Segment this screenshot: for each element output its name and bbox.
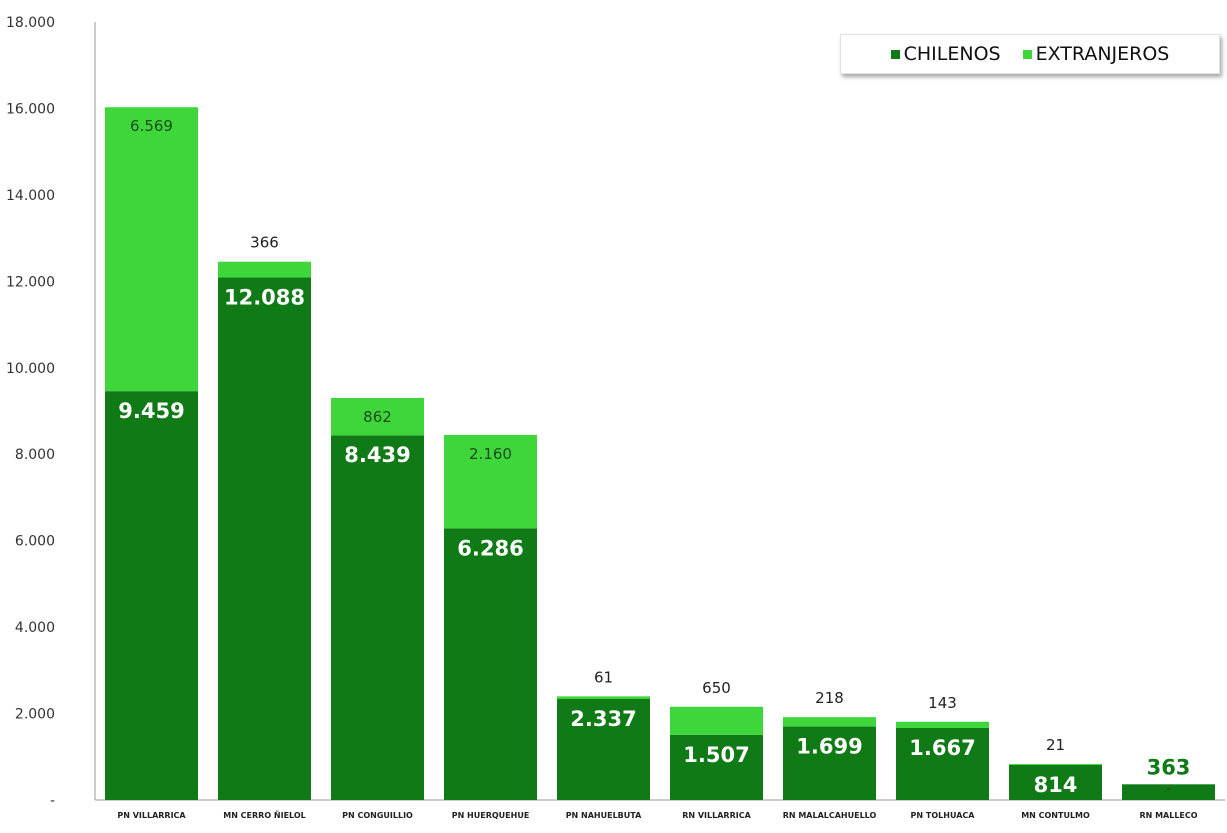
data-label-chilenos: 363 [1147,755,1191,779]
bar-extranjeros [557,696,650,699]
data-label-extranjeros: 61 [594,668,613,686]
bar-chilenos [783,726,876,800]
data-label-extranjeros: 143 [928,694,957,712]
x-tick-label: PN CONGUILLIO [342,811,413,820]
data-label-chilenos: 9.459 [118,399,184,423]
bar-chilenos [218,277,311,800]
bar-extranjeros [105,107,198,392]
data-label-chilenos: 12.088 [224,286,305,310]
y-tick-label: 10.000 [6,361,55,377]
y-tick-label: 14.000 [6,188,55,204]
y-tick-label: 6.000 [15,534,55,550]
data-label-chilenos: 1.699 [796,735,862,759]
y-tick-label: 2.000 [15,707,55,723]
data-label-extranjeros: 6.569 [130,117,173,135]
bar-chilenos [896,727,989,800]
bar-chilenos [444,528,537,800]
data-label-extranjeros: 218 [815,689,844,707]
y-tick-label: 18.000 [6,15,55,31]
bar-extranjeros [783,717,876,727]
bar-chilenos [557,698,650,800]
bar-extranjeros [896,721,989,728]
x-tick-label: RN MALALCAHUELLO [783,811,877,820]
bar-extranjeros [1009,763,1102,765]
x-tick-label: PN HUERQUEHUE [452,811,530,820]
y-tick-label: 4.000 [15,620,55,636]
data-label-extranjeros: 366 [250,234,279,252]
bar-chilenos [670,734,763,800]
x-tick-label: PN VILLARRICA [117,811,186,820]
bar-chilenos [331,435,424,800]
y-tick-label: 16.000 [6,101,55,117]
chart-legend: CHILENOS EXTRANJEROS [840,34,1220,74]
bar-extranjeros [331,397,424,436]
data-label-chilenos: 1.667 [909,736,975,760]
bar-chilenos [1009,764,1102,800]
data-label-chilenos: 6.286 [457,536,523,560]
bar-extranjeros [218,261,311,278]
y-tick-label: 8.000 [15,447,55,463]
data-label-extranjeros: 21 [1046,736,1065,754]
data-label-extranjeros: - [1166,781,1170,795]
legend-label-chilenos: CHILENOS [903,43,1001,65]
x-tick-label: RN VILLARRICA [682,811,751,820]
data-label-extranjeros: 650 [702,679,731,697]
bar-chilenos [105,391,198,800]
legend-label-extranjeros: EXTRANJEROS [1035,43,1170,65]
legend-item-extranjeros: EXTRANJEROS [1022,43,1170,65]
bar-chilenos [1122,784,1215,800]
x-tick-label: PN TOLHUACA [911,811,976,820]
data-label-chilenos: 814 [1034,773,1078,797]
legend-item-chilenos: CHILENOS [890,43,1001,65]
y-tick-label: 12.000 [6,274,55,290]
x-tick-label: MN CONTULMO [1021,811,1090,820]
y-tick-label: - [50,793,55,809]
legend-swatch-chilenos [890,49,900,59]
legend-swatch-extranjeros [1022,49,1032,59]
x-tick-label: PN NAHUELBUTA [566,811,642,820]
data-label-chilenos: 1.507 [683,743,749,767]
data-label-extranjeros: 2.160 [469,445,512,463]
x-tick-label: MN CERRO ÑIELOL [223,810,306,820]
data-label-extranjeros: 862 [363,408,392,426]
data-label-chilenos: 2.337 [570,707,636,731]
data-label-chilenos: 8.439 [344,443,410,467]
bar-extranjeros [670,706,763,735]
x-tick-label: RN MALLECO [1139,811,1197,820]
bar-extranjeros [444,434,537,529]
